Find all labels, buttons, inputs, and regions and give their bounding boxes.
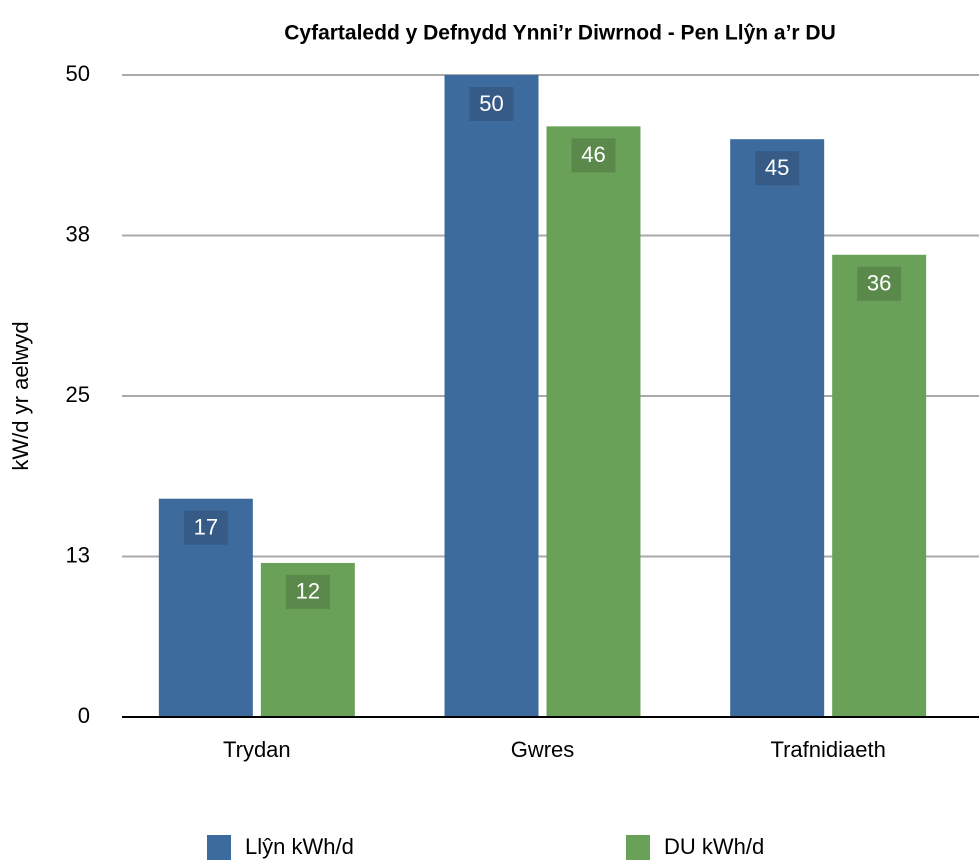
data-label: 17 — [194, 515, 218, 540]
x-tick-label: Trydan — [223, 737, 291, 762]
bar — [730, 139, 825, 717]
y-axis-label: kW/d yr aelwyd — [8, 321, 33, 470]
data-label-box — [183, 510, 228, 545]
legend-swatch — [207, 835, 231, 860]
chart-title: Cyfartaledd y Defnydd Ynni’r Diwrnod - P… — [284, 22, 836, 45]
y-tick-label: 50 — [66, 61, 90, 86]
y-tick-label: 25 — [66, 382, 90, 407]
data-label-box — [285, 574, 330, 609]
legend-label: DU kWh/d — [664, 834, 764, 859]
x-tick-label: Gwres — [511, 737, 575, 762]
data-label-box — [755, 151, 800, 186]
legend-label: Llŷn kWh/d — [245, 834, 354, 859]
data-label: 45 — [765, 155, 789, 180]
data-label: 46 — [581, 142, 605, 167]
data-label: 12 — [296, 579, 320, 604]
bar — [444, 75, 539, 717]
y-tick-label: 0 — [78, 703, 90, 728]
data-label-box — [469, 87, 514, 121]
data-label: 36 — [867, 271, 891, 296]
data-label-box — [857, 266, 902, 301]
bar — [832, 254, 927, 717]
data-label-box — [571, 138, 616, 173]
data-label: 50 — [479, 91, 503, 116]
x-tick-label: Trafnidiaeth — [770, 737, 885, 762]
bar — [546, 126, 641, 718]
y-tick-label: 13 — [66, 542, 90, 567]
legend-swatch — [626, 835, 650, 860]
y-tick-label: 38 — [66, 221, 90, 246]
